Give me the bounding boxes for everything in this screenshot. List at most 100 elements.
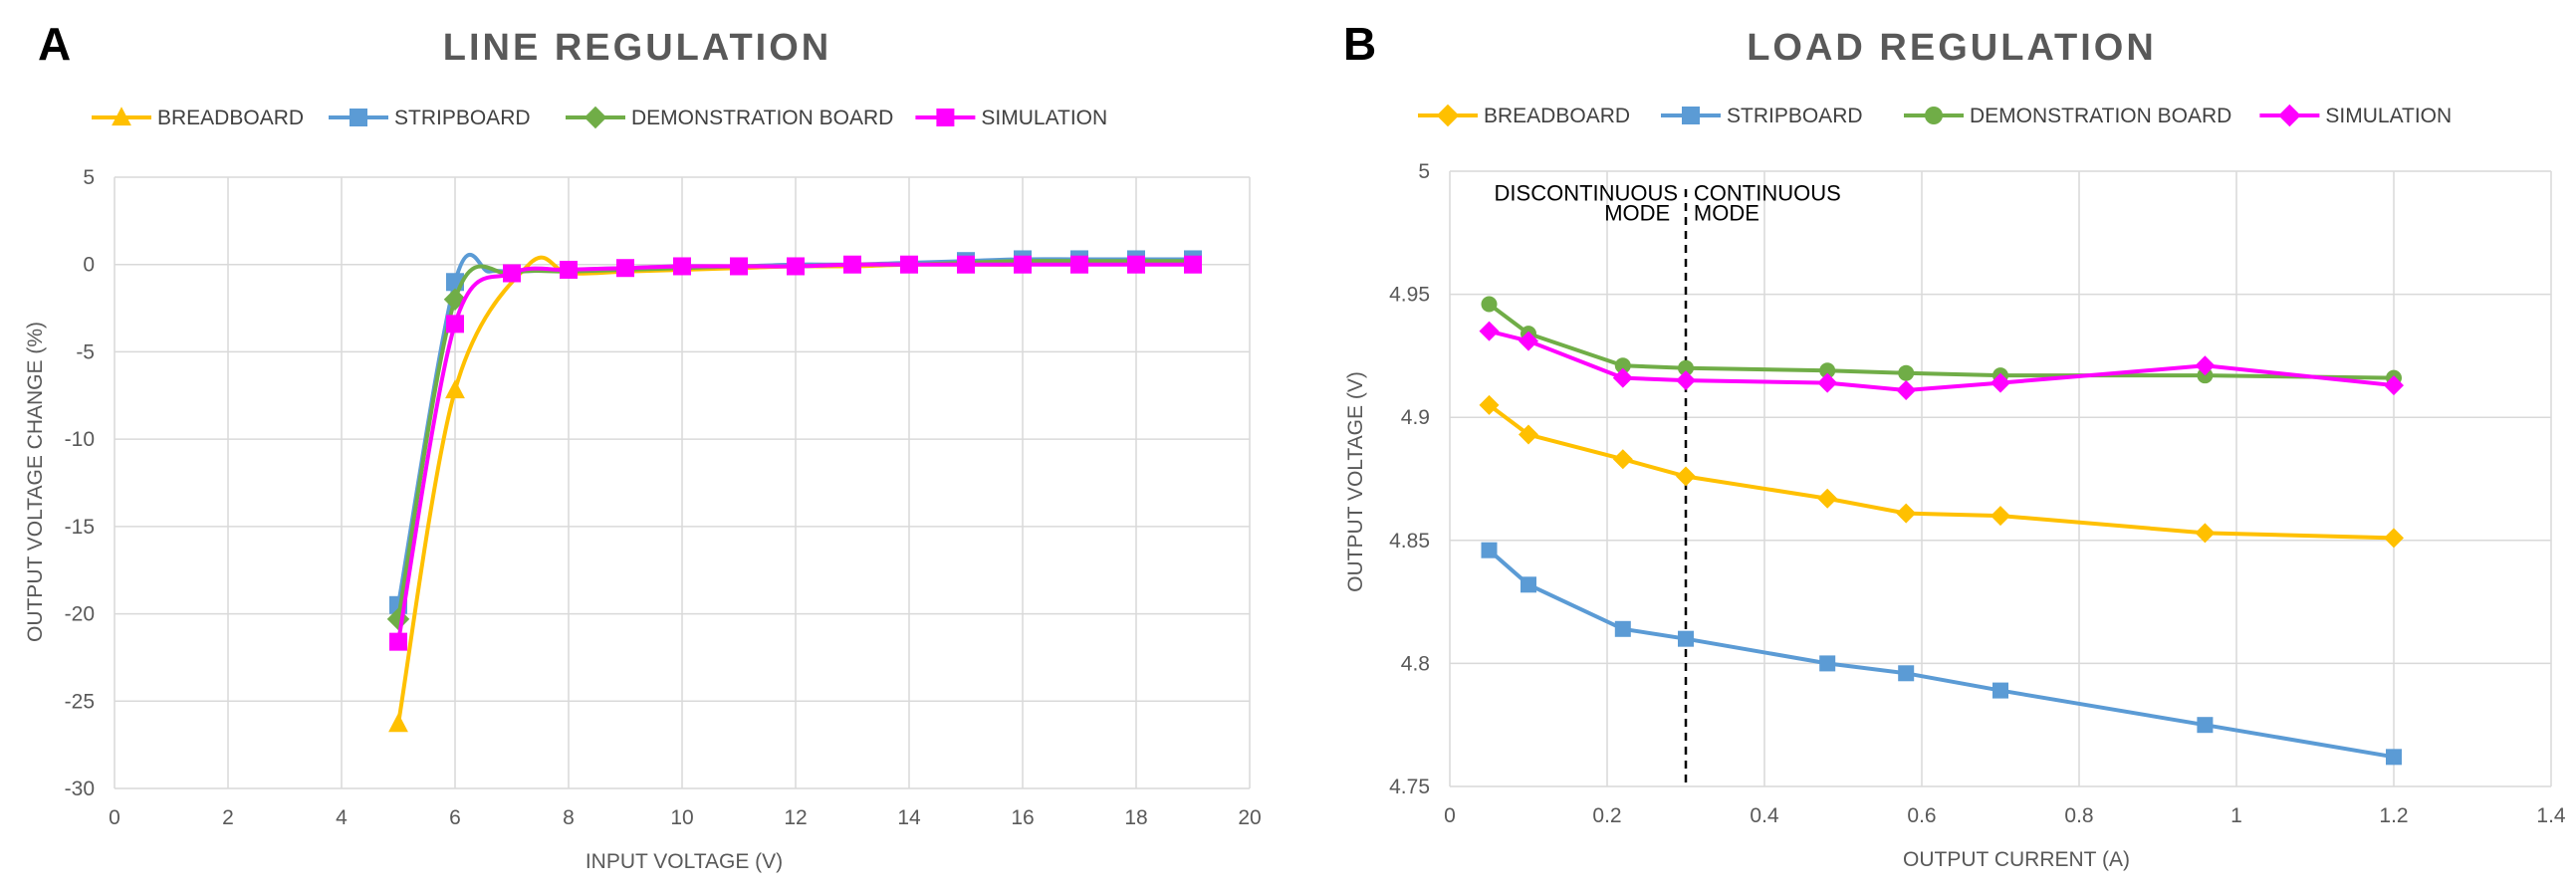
y-tick-label: -15 [65,516,95,539]
data-point [503,264,521,283]
data-point [389,632,407,651]
mode-annotation: DISCONTINUOUS [1495,181,1679,206]
data-point [900,255,918,274]
chart-b-ticks: 0 0.2 0.4 0.6 0.8 1 1.2 1.4 5 4.95 4.9 4.85 4.8 4.75 [1389,160,2566,827]
data-point [2384,375,2404,396]
legend-marker [936,109,955,126]
data-point [445,379,465,399]
legend-marker [1925,107,1943,124]
data-point [1184,255,1202,274]
x-tick-label: 8 [563,806,575,829]
data-point [1678,359,1694,376]
data-point [843,255,861,274]
data-point [1896,503,1917,524]
mode-annotation: MODE [1604,200,1670,225]
x-tick-label: 1.4 [2536,804,2566,827]
data-point [1992,682,2008,699]
data-point [1614,620,1631,637]
x-tick-label: 6 [449,806,461,829]
x-tick-label: 18 [1124,806,1147,829]
chart-a-xlabel: INPUT VOLTAGE (V) [585,850,783,873]
y-tick-label: -10 [65,428,95,451]
x-tick-label: 0.6 [1907,804,1936,827]
mode-annotation: MODE [1694,200,1759,225]
legend-marker [350,109,367,126]
legend-marker [1682,107,1700,124]
data-point [1676,370,1696,391]
legend-label: STRIPBOARD [394,107,531,129]
chart-a-series [386,250,1202,733]
legend-label: SIMULATION [2325,105,2452,127]
x-tick-label: 0.4 [1750,804,1779,827]
legend-label: DEMONSTRATION BOARD [1970,105,2231,127]
mode-annotation: CONTINUOUS [1694,181,1841,206]
y-tick-label: 4.85 [1389,530,1430,553]
data-point [1898,665,1915,682]
legend-marker [112,107,131,126]
chart-b-title: LOAD REGULATION [1747,27,2157,69]
legend-label: SIMULATION [981,107,1107,129]
series-line-stripboard [1487,548,2396,760]
data-point [1519,424,1538,445]
data-point [673,257,691,276]
legend-label: BREADBOARD [1484,105,1630,127]
x-tick-label: 1 [2230,804,2242,827]
data-point [1481,542,1498,558]
y-tick-label: -30 [65,778,95,800]
y-tick-label: -20 [65,603,95,626]
data-point [1817,488,1838,509]
legend-label: STRIPBOARD [1727,105,1863,127]
data-point [1612,449,1633,470]
y-tick-label: 5 [1418,160,1430,183]
legend-label: BREADBOARD [157,107,304,129]
data-point [388,713,408,733]
series-line-simulation [396,262,1195,644]
legend-marker [584,106,607,129]
x-tick-label: 16 [1011,806,1034,829]
chart-b-xlabel: OUTPUT CURRENT (A) [1903,848,2130,871]
data-point [957,255,975,274]
data-point [1819,655,1836,672]
data-point [1614,357,1631,374]
data-point [1014,255,1032,274]
x-tick-label: 0 [1444,804,1456,827]
chart-a-title: LINE REGULATION [443,27,832,69]
chart-b-ylabel: OUTPUT VOLTAGE (V) [1344,371,1367,592]
y-tick-label: 5 [83,166,95,189]
data-point [2195,523,2216,544]
data-point [2384,528,2404,549]
data-point [446,315,464,334]
data-point [1991,506,2010,527]
data-point [1070,255,1088,274]
legend-marker [1436,104,1460,127]
x-tick-label: 12 [784,806,807,829]
y-tick-label: -25 [65,690,95,713]
data-point [1898,364,1915,381]
chart-b-series [1479,296,2404,766]
data-point [616,259,634,278]
x-tick-label: 2 [222,806,234,829]
chart-b-grid [1449,170,2552,787]
series-line-breadboard [1487,402,2396,541]
y-tick-label: 4.8 [1401,652,1430,675]
data-point [1481,296,1498,313]
data-point [1479,394,1500,415]
chart-a-ticks: 0 2 4 6 8 10 12 14 16 18 20 5 0 -5 -10 -15 -20 -25 -30 [65,166,1262,829]
y-tick-label: 4.75 [1389,776,1430,798]
y-tick-label: -5 [76,340,95,363]
data-point [560,260,578,279]
x-tick-label: 0.2 [1592,804,1621,827]
x-tick-label: 14 [897,806,921,829]
panel-b-letter: B [1343,18,1376,70]
legend-label: DEMONSTRATION BOARD [631,107,893,129]
data-point [1519,331,1538,351]
data-point [1817,372,1838,393]
x-tick-label: 0 [109,806,120,829]
data-point [1127,255,1145,274]
data-point [1819,362,1836,379]
y-tick-label: 0 [83,254,95,277]
x-tick-label: 0.8 [2064,804,2093,827]
data-point [1612,367,1633,388]
